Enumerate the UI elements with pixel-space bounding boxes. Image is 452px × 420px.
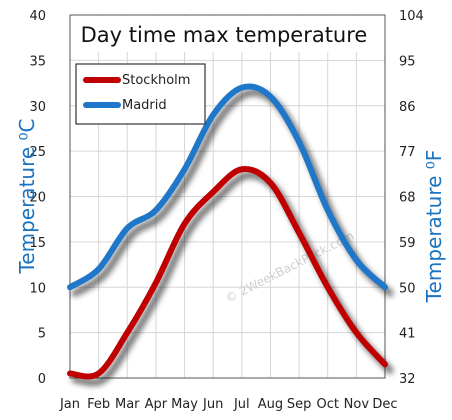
x-tick-label: Jul: [233, 397, 250, 412]
x-tick-label: Jun: [202, 397, 223, 412]
y2-tick-label: 50: [399, 281, 416, 296]
y2-tick-label: 95: [399, 54, 416, 69]
x-axis-ticks: Jan Feb Mar Apr May Jun Jul Aug Sep Oct Nov Dec: [59, 397, 398, 412]
title-box: [76, 16, 371, 52]
legend-box: [75, 63, 206, 125]
series-line-stockholm: [67, 166, 388, 380]
x-tick-label: May: [171, 397, 198, 412]
y2-tick-label: 68: [399, 191, 416, 206]
series-line-madrid: [67, 83, 388, 291]
y-tick-label: 40: [29, 9, 46, 24]
legend-label-madrid: Madrid: [122, 98, 167, 113]
y2-tick-label: 104: [399, 9, 424, 24]
chart-title: Day time max temperature: [81, 23, 368, 47]
x-tick-label: Feb: [87, 397, 110, 412]
y2-tick-label: 59: [399, 236, 416, 251]
series-shadow-stockholm: [71, 171, 394, 386]
y-tick-label: 15: [29, 236, 46, 251]
x-tick-label: Dec: [372, 397, 397, 412]
y-tick-label: 10: [29, 281, 46, 296]
y2-tick-label: 86: [399, 100, 416, 115]
plot-frame: [69, 14, 386, 379]
x-tick-label: Mar: [115, 397, 140, 412]
y-tick-label: 0: [38, 372, 46, 387]
y-tick-label: 5: [38, 327, 46, 342]
x-tick-label: Apr: [145, 397, 168, 412]
series-lines: [67, 83, 388, 380]
x-tick-label: Oct: [316, 397, 338, 412]
y2-tick-label: 77: [399, 145, 416, 160]
y2-tick-label: 32: [399, 372, 416, 387]
y-axis-left-ticks: 0 5 10 15 20 25 30 35 40: [29, 9, 46, 387]
y-tick-label: 25: [29, 145, 46, 160]
y-tick-label: 35: [29, 54, 46, 69]
y-tick-label: 30: [29, 100, 46, 115]
legend-label-stockholm: Stockholm: [122, 73, 190, 88]
x-tick-label: Aug: [258, 397, 283, 412]
x-tick-label: Jan: [59, 397, 80, 412]
x-tick-label: Nov: [344, 397, 370, 412]
y2-tick-label: 41: [399, 327, 416, 342]
y-axis-title-left: Temperature ⁰C: [15, 118, 39, 274]
y-axis-title-right: Temperature ⁰F: [422, 150, 446, 304]
y-axis-right-ticks: 32 41 50 59 68 77 86 95 104: [399, 9, 424, 387]
x-tick-label: Sep: [287, 397, 312, 412]
legend: Stockholm Madrid: [75, 63, 206, 125]
y-tick-label: 20: [29, 191, 46, 206]
